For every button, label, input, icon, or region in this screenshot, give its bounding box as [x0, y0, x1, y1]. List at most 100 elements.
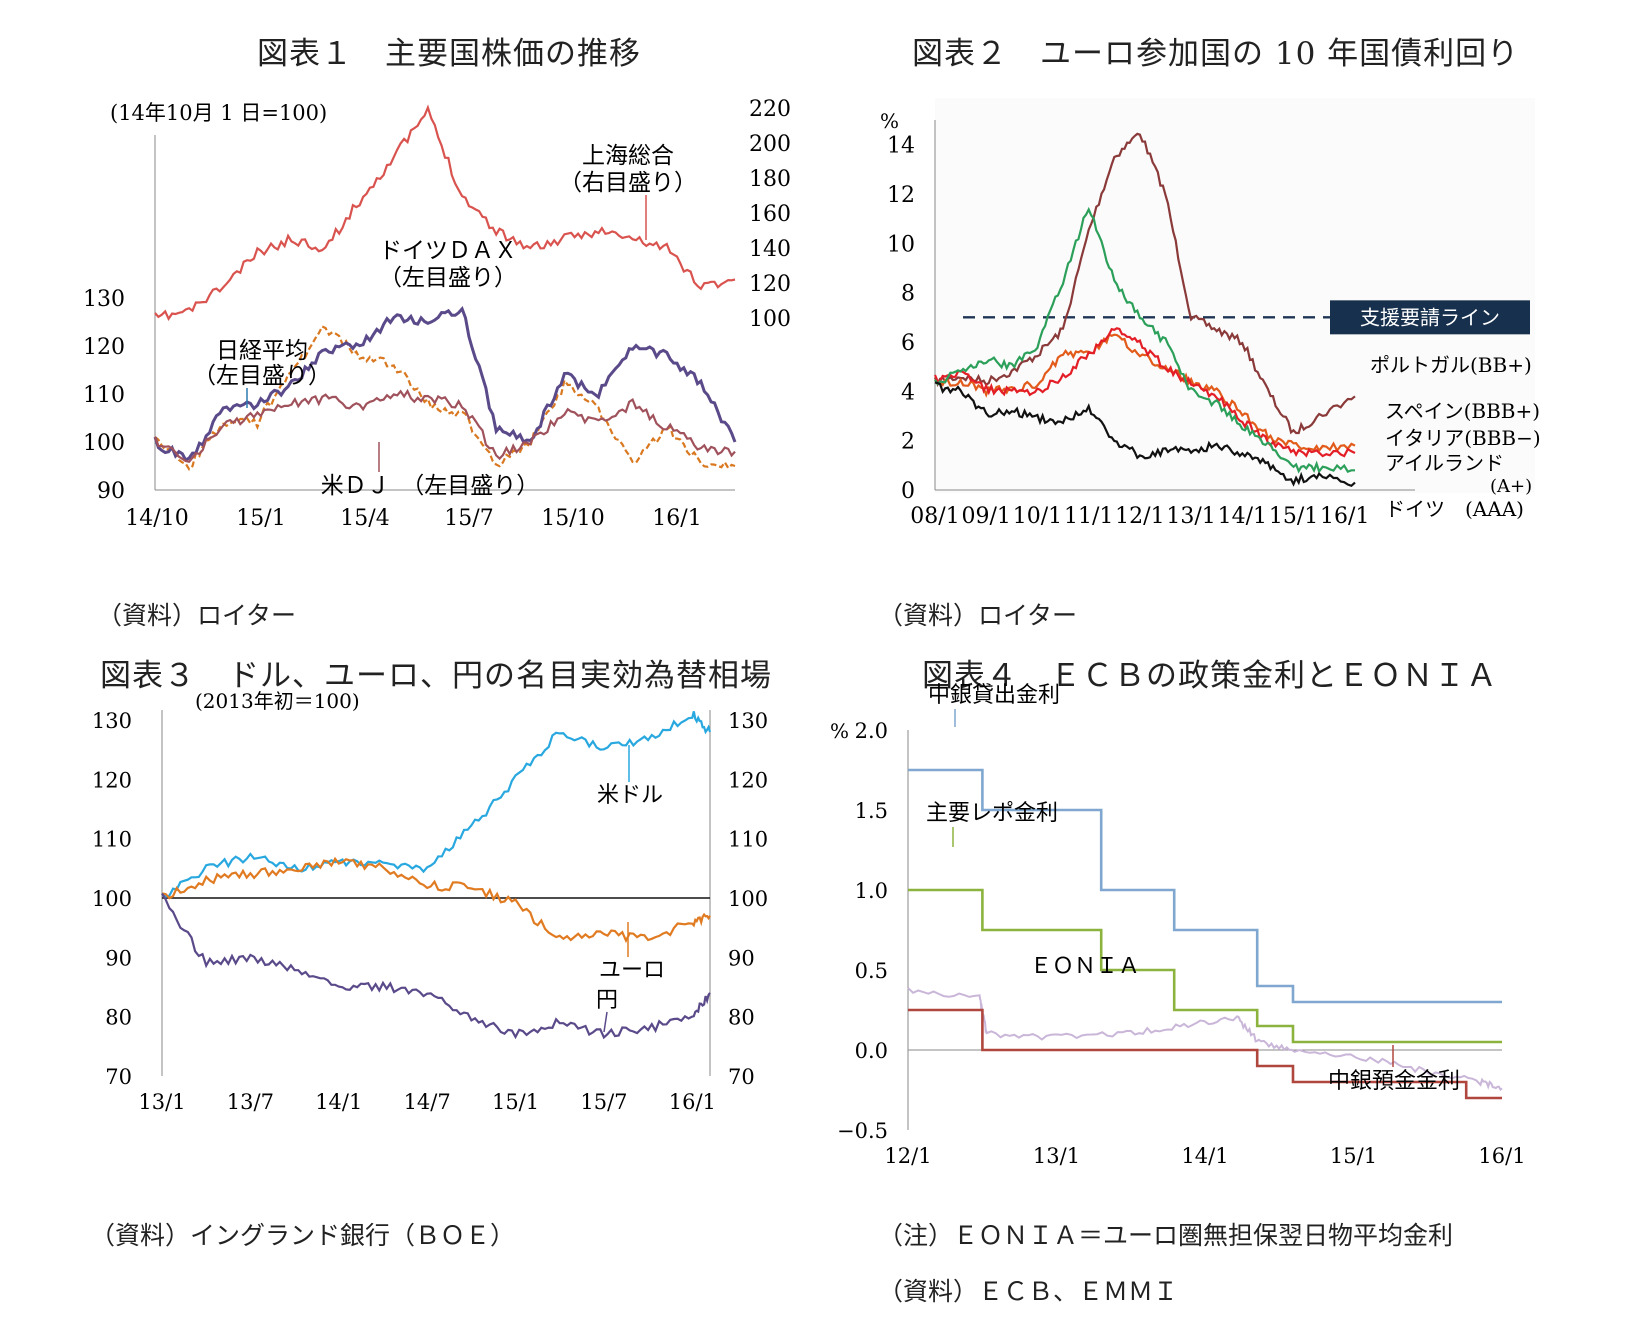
y-tick-label: 4 [901, 380, 915, 405]
x-tick-label: 11/1 [1064, 504, 1113, 529]
x-tick-label: 14/7 [404, 1090, 451, 1114]
label-repo: 主要レポ金利 [926, 801, 1058, 826]
label-spain: スペイン(BBB+) [1385, 399, 1540, 423]
y-left-tick-label: 120 [83, 335, 125, 360]
series-line-3 [153, 388, 736, 464]
chart3-source: （資料）イングランド銀行（ＢＯＥ） [90, 1221, 516, 1250]
x-tick-label: 14/1 [315, 1090, 362, 1114]
y-left-tick-label: 70 [105, 1065, 132, 1089]
label-eonia: ＥＯＮＩＡ [1030, 954, 1140, 979]
x-tick-label: 15/4 [340, 506, 389, 531]
y-left-tick-label: 120 [92, 768, 132, 792]
y-right-tick-label: 120 [728, 768, 768, 792]
y-right-tick-label: 160 [749, 202, 791, 227]
y-right-tick-label: 200 [749, 132, 791, 157]
label-italy: イタリア(BBB−) [1385, 426, 1541, 450]
x-tick-label: 15/10 [541, 506, 604, 531]
series-line-1 [154, 325, 736, 471]
x-tick-label: 09/1 [962, 504, 1011, 529]
x-tick-label: 14/1 [1181, 1144, 1228, 1168]
chart1: 90 100 110 120 130 100 120 140 160 180 200 220 14/10… [83, 97, 791, 531]
y-tick-label: −0.5 [837, 1119, 888, 1143]
y-tick-label: 2 [901, 430, 915, 455]
series-line-4 [934, 381, 1356, 488]
x-tick-label: 14/10 [125, 506, 188, 531]
label-lending: 中銀貸出金利 [928, 683, 1060, 708]
y-right-tick-label: 140 [749, 237, 791, 262]
series-line-0 [154, 104, 736, 322]
label-ireland: アイルランド [1385, 451, 1504, 475]
series-line-1 [161, 856, 711, 944]
y-tick-label: 14 [887, 134, 915, 159]
x-tick-label: 15/1 [492, 1090, 539, 1114]
chart3-title: 図表３ ドル、ユーロ、円の名目実効為替相場 [100, 658, 772, 694]
series-line-3 [908, 1008, 1502, 1100]
label-shanghai-axis: （右目盛り） [559, 170, 697, 196]
y-right-tick-label: 70 [728, 1065, 755, 1089]
x-tick-label: 16/1 [652, 506, 701, 531]
y-left-tick-label: 90 [97, 479, 125, 504]
x-tick-label: 15/1 [236, 506, 285, 531]
label-ireland-rating: (A+) [1490, 476, 1532, 497]
chart2-source: （資料）ロイター [878, 601, 1078, 630]
x-tick-label: 15/1 [1330, 1144, 1377, 1168]
series-line-3 [934, 206, 1355, 474]
series-line-2 [153, 306, 737, 463]
label-dj: 米ＤＪ （左目盛り） [321, 473, 540, 499]
y-left-tick-label: 130 [83, 287, 125, 312]
label-dax: ドイツＤＡＸ [379, 238, 517, 264]
label-usd: 米ドル [597, 783, 663, 808]
series-line-1 [908, 888, 1502, 1044]
x-tick-label: 12/1 [1115, 504, 1164, 529]
unit-label: % [880, 109, 899, 133]
y-right-tick-label: 80 [728, 1006, 755, 1030]
label-eur: ユーロ [599, 958, 665, 983]
x-tick-label: 08/1 [910, 504, 959, 529]
series-line-1 [934, 333, 1356, 453]
y-right-tick-label: 110 [728, 828, 768, 852]
chart3: (2013年初＝100) 70 70 80 80 90 90 100 100 110 110 120 1… [92, 689, 768, 1114]
y-right-tick-label: 120 [749, 272, 791, 297]
chart2-title: 図表２ ユーロ参加国の 10 年国債利回り [912, 36, 1520, 72]
y-right-tick-label: 100 [749, 307, 791, 332]
chart1-title: 図表１ 主要国株価の推移 [257, 36, 641, 72]
support-line-label: 支援要請ライン [1360, 305, 1500, 329]
x-tick-label: 14/1 [1218, 504, 1267, 529]
y-tick-label: 1.0 [855, 879, 888, 903]
x-tick-label: 10/1 [1013, 504, 1062, 529]
series-line-0 [933, 132, 1356, 435]
y-left-tick-label: 110 [92, 828, 132, 852]
unit-label: % [830, 719, 849, 743]
y-tick-label: 0.5 [855, 959, 888, 983]
x-tick-label: 13/1 [1166, 504, 1215, 529]
label-nikkei: 日経平均 [216, 338, 308, 364]
y-left-tick-label: 100 [83, 431, 125, 456]
label-dax-axis: （左目盛り） [379, 265, 517, 291]
series-line-2 [933, 327, 1356, 458]
label-portugal: ポルトガル(BB+) [1370, 353, 1532, 377]
support-line-box [1330, 300, 1530, 335]
y-right-tick-label: 180 [749, 167, 791, 192]
y-tick-label: 8 [901, 282, 915, 307]
y-left-tick-label: 100 [92, 887, 132, 911]
x-tick-label: 12/1 [884, 1144, 931, 1168]
y-tick-label: 0.0 [855, 1039, 888, 1063]
y-left-tick-label: 130 [92, 709, 132, 733]
y-right-tick-label: 90 [728, 946, 755, 970]
x-tick-label: 16/1 [1320, 504, 1369, 529]
y-tick-label: 0 [901, 479, 915, 504]
x-tick-label: 16/1 [1478, 1144, 1525, 1168]
y-tick-label: 10 [887, 232, 915, 257]
y-tick-label: 12 [887, 183, 915, 208]
y-left-tick-label: 110 [83, 383, 125, 408]
x-tick-label: 15/7 [444, 506, 493, 531]
chart4-source: （資料）ＥＣＢ、ＥＭＭＩ [878, 1277, 1179, 1306]
y-left-tick-label: 90 [105, 946, 132, 970]
x-tick-label: 16/1 [669, 1090, 716, 1114]
y-tick-label: 2.0 [855, 719, 888, 743]
y-right-tick-label: 220 [749, 97, 791, 122]
y-left-tick-label: 80 [105, 1006, 132, 1030]
chart2: % 0 2 4 6 8 10 12 14 08/1 09/1 10/1 11/1 12/1 13/1 14/1… [880, 98, 1541, 529]
chart4: % −0.5 0.0 0.5 1.0 1.5 2.0 12/1 13/1 14/1 15/1 16/1… [830, 683, 1526, 1168]
unit-label: (2013年初＝100) [195, 689, 360, 713]
